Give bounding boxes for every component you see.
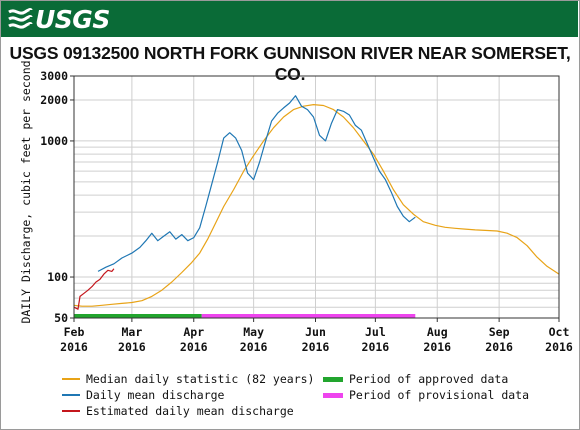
x-tick-year: 2016 — [180, 340, 208, 354]
x-tick-year: 2016 — [545, 340, 573, 354]
legend-item-provisional: Period of provisional data — [323, 388, 529, 402]
y-tick-label: 50 — [54, 311, 68, 325]
y-axis: 3000 2000 1000 100 50 — [40, 69, 74, 325]
legend-label-median: Median daily statistic (82 years) — [86, 372, 315, 386]
period-bar — [201, 314, 416, 318]
series-line — [97, 95, 416, 272]
usgs-wave-icon — [8, 8, 33, 29]
legend-label-provisional: Period of provisional data — [349, 388, 530, 402]
legend-swatch-median — [62, 378, 80, 380]
period-bars — [74, 314, 416, 318]
usgs-banner: USGS — [1, 1, 578, 37]
series-line — [73, 103, 560, 307]
x-tick-label: Mar — [121, 325, 142, 339]
series-line — [73, 268, 115, 310]
legend-swatch-provisional — [323, 392, 343, 398]
y-tick-label: 1000 — [40, 134, 68, 148]
y-tick-label: 100 — [47, 270, 68, 284]
x-tick-label: Sep — [489, 325, 510, 339]
x-tick-label: Feb — [64, 325, 85, 339]
legend-swatch-daily-mean — [62, 394, 80, 396]
x-tick-year: 2016 — [60, 340, 88, 354]
x-tick-year: 2016 — [485, 340, 513, 354]
legend-item-daily-mean: Daily mean discharge — [62, 388, 224, 402]
legend-item-approved: Period of approved data — [323, 372, 508, 386]
grid-lines — [73, 75, 560, 318]
x-tick-label: Jul — [365, 325, 386, 339]
x-tick-year: 2016 — [240, 340, 268, 354]
series-lines — [73, 95, 560, 310]
x-tick-year: 2016 — [302, 340, 330, 354]
y-tick-label: 3000 — [40, 69, 68, 83]
x-tick-year: 2016 — [118, 340, 146, 354]
chart-title: USGS 09132500 NORTH FORK GUNNISON RIVER … — [9, 43, 571, 84]
legend-label-approved: Period of approved data — [349, 372, 509, 386]
x-tick-label: May — [243, 325, 264, 339]
legend-swatch-approved — [323, 376, 343, 382]
x-axis: Feb2016Mar2016Apr2016May2016Jun2016Jul20… — [60, 318, 573, 354]
x-tick-year: 2016 — [362, 340, 390, 354]
usgs-logo: USGS — [7, 4, 110, 34]
x-tick-label: Apr — [183, 325, 204, 339]
x-tick-label: Oct — [549, 325, 570, 339]
y-tick-label: 2000 — [40, 93, 68, 107]
x-tick-label: Jun — [305, 325, 326, 339]
legend-item-estimated: Estimated daily mean discharge — [62, 404, 294, 418]
x-tick-year: 2016 — [423, 340, 451, 354]
plot-area — [73, 75, 560, 319]
usgs-logo-text: USGS — [35, 4, 110, 34]
y-axis-label: DAILY Discharge, cubic feet per second — [19, 60, 33, 323]
legend-label-estimated: Estimated daily mean discharge — [86, 404, 294, 418]
x-tick-label: Aug — [427, 325, 448, 339]
legend-item-median: Median daily statistic (82 years) — [62, 372, 314, 386]
legend-swatch-estimated — [62, 410, 80, 412]
period-bar — [74, 314, 202, 318]
legend-label-daily-mean: Daily mean discharge — [86, 388, 225, 402]
